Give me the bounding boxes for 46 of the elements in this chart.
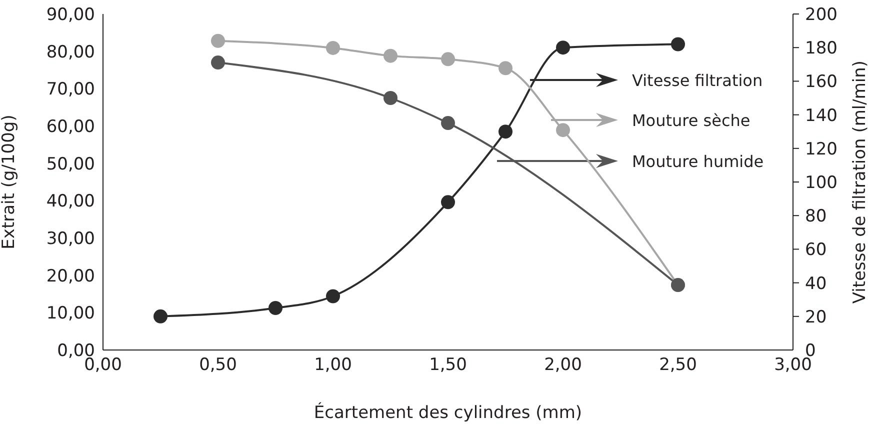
y2-axis-title: Vitesse de filtration (ml/min) bbox=[850, 60, 870, 304]
y2-tick-label: 200 bbox=[805, 5, 838, 26]
point bbox=[556, 123, 570, 138]
y-tick-label: 40,00 bbox=[46, 192, 95, 212]
y2-tick-label: 80 bbox=[805, 206, 827, 227]
point bbox=[384, 91, 398, 105]
point bbox=[211, 34, 225, 48]
y2-tick-label: 20 bbox=[805, 307, 827, 328]
y2-tick-label: 100 bbox=[805, 173, 838, 194]
point bbox=[671, 37, 685, 52]
x-axis-title: Écartement des cylindres (mm) bbox=[314, 402, 582, 423]
y-tick-label: 80,00 bbox=[46, 42, 95, 62]
y2-tick-label: 40 bbox=[805, 274, 827, 294]
y2-tick-label: 140 bbox=[805, 106, 838, 126]
point bbox=[154, 309, 168, 324]
legend-label: Mouture humide bbox=[632, 152, 764, 171]
point bbox=[211, 56, 225, 70]
y2-tick-label: 160 bbox=[805, 72, 838, 92]
x-tick-label: 1,50 bbox=[429, 355, 467, 376]
point bbox=[441, 195, 455, 210]
y2-tick-label: 120 bbox=[805, 139, 838, 160]
y-tick-label: 20,00 bbox=[46, 266, 95, 286]
y-tick-label: 90,00 bbox=[46, 5, 95, 26]
x-tick-label: 2,00 bbox=[544, 355, 582, 376]
y-axis-title: Extrait (g/100g) bbox=[0, 114, 20, 250]
y2-tick-label: 60 bbox=[805, 240, 827, 260]
point bbox=[326, 289, 340, 304]
legend-label: Vitesse filtration bbox=[632, 71, 763, 90]
point bbox=[498, 61, 512, 76]
y-tick-label: 60,00 bbox=[46, 117, 95, 138]
point bbox=[441, 52, 455, 66]
point bbox=[498, 124, 512, 139]
y-tick-label: 70,00 bbox=[46, 80, 95, 100]
point bbox=[556, 40, 570, 55]
x-tick-label: 0,50 bbox=[199, 355, 237, 376]
x-tick-label: 1,00 bbox=[314, 355, 352, 376]
point bbox=[384, 48, 398, 63]
legend-label: Mouture sèche bbox=[632, 111, 750, 130]
y-tick-label: 10,00 bbox=[46, 304, 95, 324]
point bbox=[268, 301, 282, 315]
y2-tick-label: 180 bbox=[805, 38, 838, 59]
point bbox=[441, 116, 455, 130]
y-tick-label: 50,00 bbox=[46, 154, 95, 174]
point bbox=[326, 40, 340, 55]
x-tick-label: 2,50 bbox=[659, 355, 697, 376]
y-tick-label: 30,00 bbox=[46, 229, 95, 250]
